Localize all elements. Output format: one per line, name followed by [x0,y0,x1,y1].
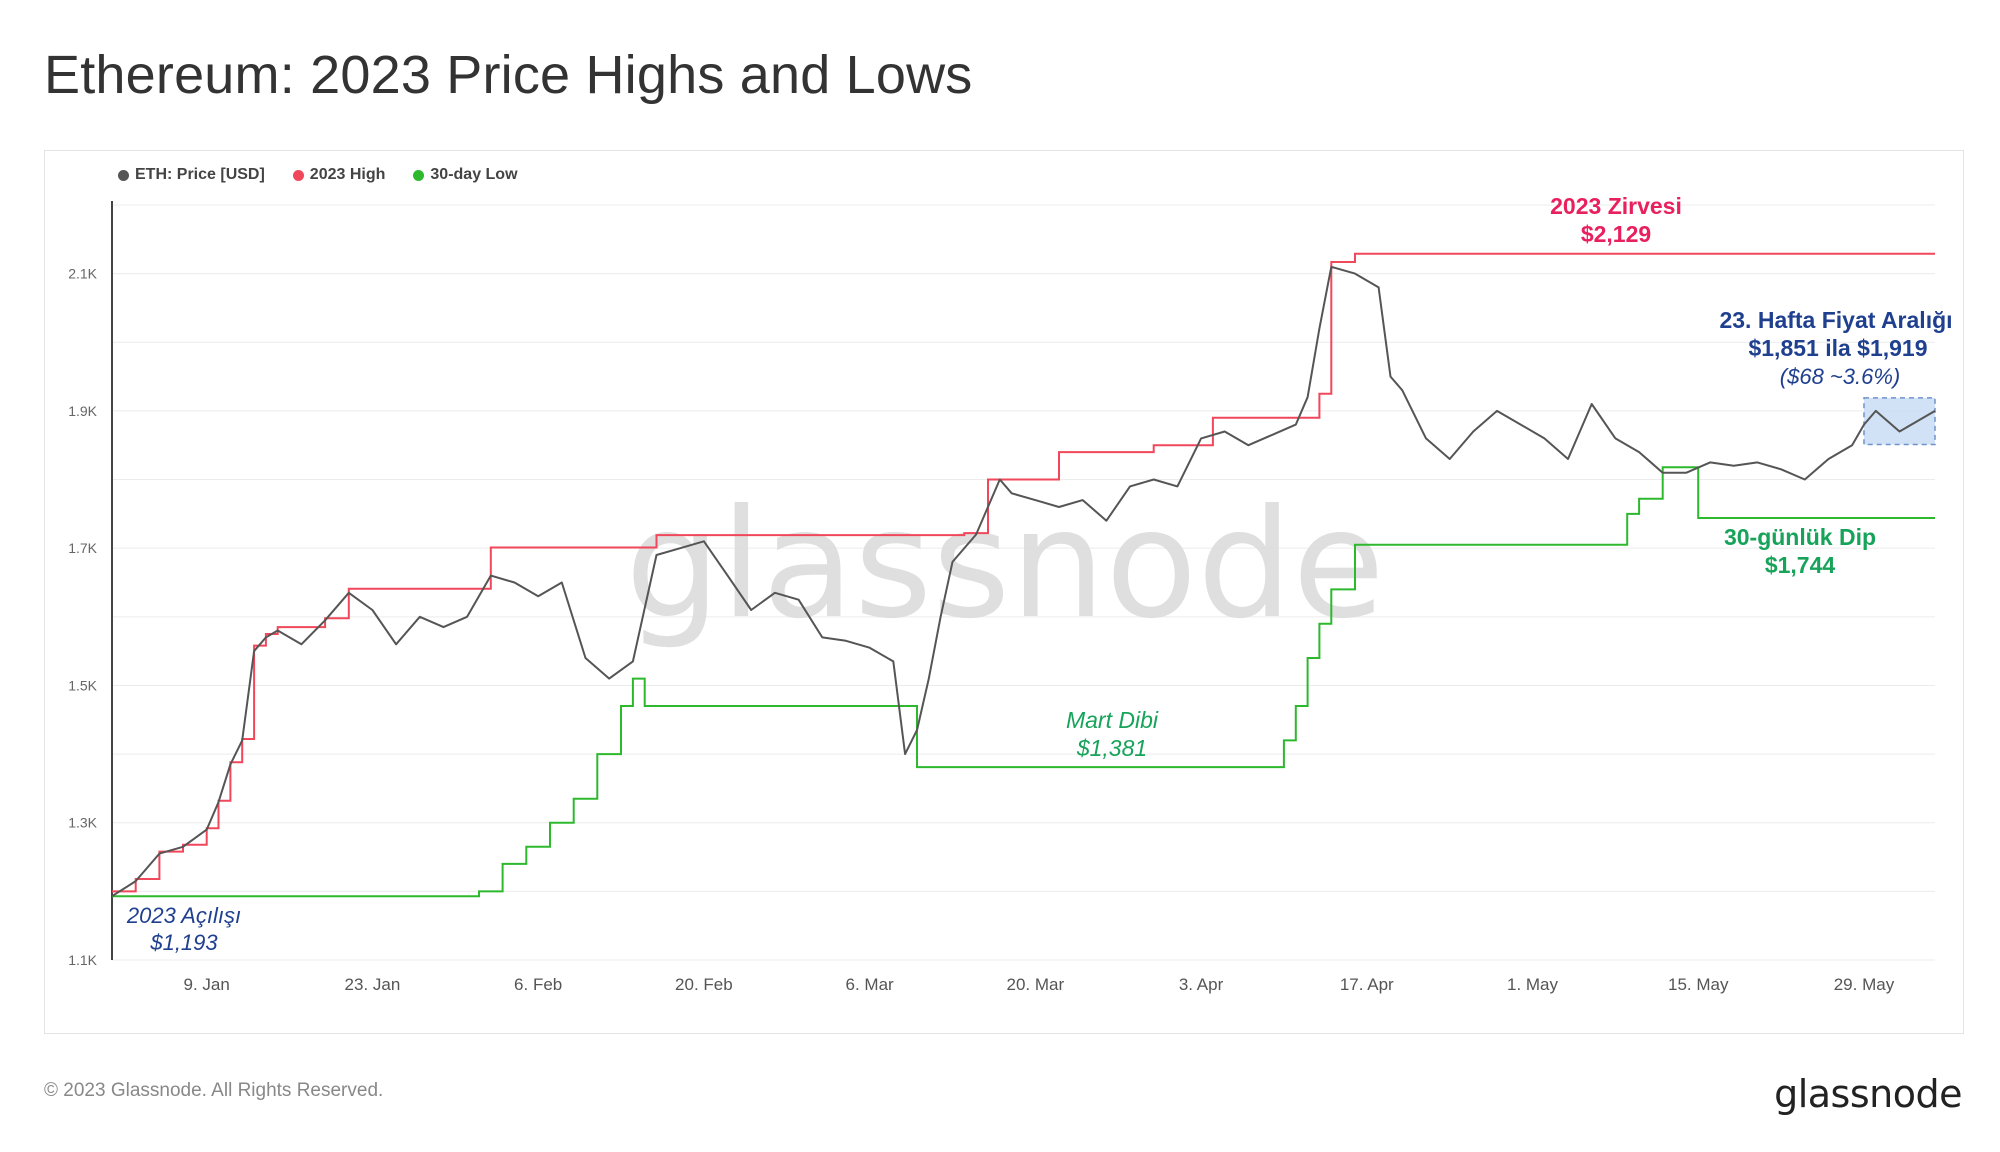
legend-item-high[interactable]: 2023 High [292,166,386,184]
x-tick-label: 9. Jan [184,975,230,994]
axes: 1.1K 1.3K 1.5K 1.7K 1.9K 2.1K 9. Jan 23. Jan 6. … [68,201,1895,994]
legend-label: 30-day Low [430,166,518,183]
y-tick-label: 1.9K [68,403,97,419]
legend-item-price[interactable]: ETH: Price [USD] [118,166,265,184]
high-value: $2,129 [1581,221,1651,247]
glassnode-logo[interactable]: glassnode [1774,1072,1962,1116]
x-tick-label: 20. Mar [1007,975,1065,994]
week-range-box [1863,397,1936,446]
x-tick-label: 29. May [1834,975,1895,994]
x-tick-label: 1. May [1507,975,1559,994]
grid-lines [112,204,1935,961]
x-tick-label: 6. Feb [514,975,562,994]
week-label: 23. Hafta Fiyat Aralığı [1719,307,1952,333]
legend-dot-icon [413,169,425,181]
low30-value: $1,744 [1765,552,1836,578]
x-tick-label: 3. Apr [1179,975,1224,994]
y-tick-label: 1.1K [68,952,97,968]
week-pct: ($68 ~3.6%) [1780,364,1900,389]
legend-dot-icon [292,169,304,181]
y-tick-label: 1.5K [68,677,97,693]
chart-legend: ETH: Price [USD] 2023 High 30-day Low [118,166,518,184]
y-tick-label: 2.1K [68,266,97,282]
legend-item-low[interactable]: 30-day Low [413,166,518,184]
open-label: 2023 Açılışı [126,903,241,928]
y-tick-label: 1.3K [68,815,97,831]
legend-dot-icon [118,169,129,181]
annotations: 2023 Açılışı $1,193 2023 Zirvesi $2,129 … [126,193,1953,955]
low-line [112,466,1935,898]
week-range: $1,851 ila $1,919 [1748,335,1927,361]
page-title: Ethereum: 2023 Price Highs and Lows [44,45,973,105]
footer-copyright: © 2023 Glassnode. All Rights Reserved. [44,1080,384,1101]
week-highlight [1863,397,1936,446]
high-line [112,252,1935,893]
watermark: glassnode [625,478,1384,652]
x-tick-label: 17. Apr [1340,975,1394,994]
x-tick-label: 15. May [1668,975,1729,994]
chart-panel [44,150,1964,1034]
low30-label: 30-günlük Dip [1724,524,1876,550]
x-tick-label: 23. Jan [345,975,401,994]
y-tick-label: 1.7K [68,540,97,556]
open-value: $1,193 [149,930,218,955]
x-tick-label: 20. Feb [675,975,733,994]
series [111,252,1936,898]
march-value: $1,381 [1076,735,1147,761]
watermark-text: glassnode [625,478,1384,652]
price-line [111,265,1936,898]
legend-label: ETH: Price [USD] [135,166,265,183]
high-label: 2023 Zirvesi [1550,193,1682,219]
x-tick-label: 6. Mar [846,975,895,994]
march-label: Mart Dibi [1066,707,1159,733]
legend-label: 2023 High [309,166,386,183]
